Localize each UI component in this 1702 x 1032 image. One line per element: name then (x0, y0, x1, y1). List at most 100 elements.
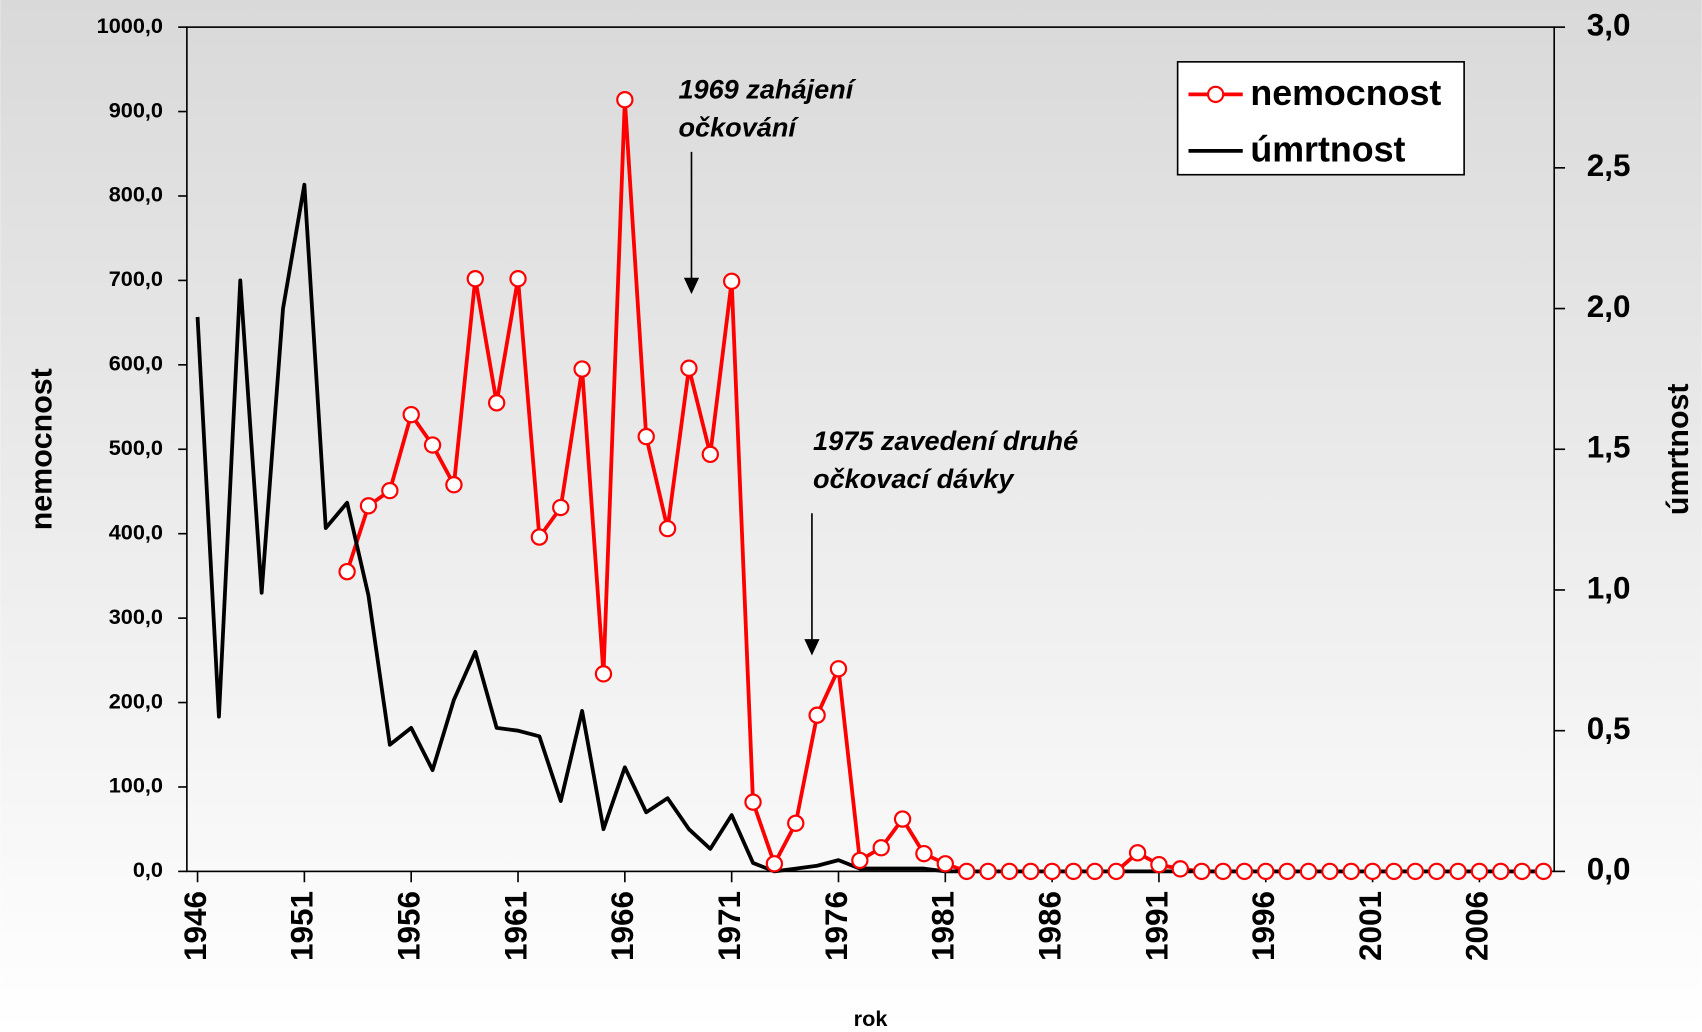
y2-tick-label: 2,5 (1587, 148, 1631, 183)
x-tick-label: 1986 (1032, 891, 1067, 961)
data-point (1150, 855, 1168, 874)
data-point (1513, 862, 1531, 881)
data-point (530, 528, 549, 546)
data-point (338, 562, 356, 581)
y2-tick-label: 0,5 (1587, 711, 1631, 746)
data-point (1321, 862, 1339, 881)
annotation: 1969 zahájení (678, 73, 856, 104)
legend-label: nemocnost (1250, 73, 1441, 113)
data-point (1128, 844, 1147, 862)
data-point (573, 360, 591, 378)
data-point (487, 394, 506, 412)
data-point (1299, 862, 1318, 881)
data-point (1492, 862, 1510, 881)
data-point (552, 498, 570, 517)
y2-tick-label: 3,0 (1587, 7, 1631, 42)
data-point (1534, 862, 1553, 881)
data-point (1192, 862, 1211, 881)
data-point (851, 851, 869, 870)
data-point (1235, 862, 1254, 881)
data-point (1278, 862, 1296, 881)
data-point (637, 427, 655, 446)
data-point (701, 445, 719, 464)
data-point (893, 810, 912, 828)
y2-tick-label: 2,0 (1587, 289, 1631, 324)
y-tick-label: 1000,0 (97, 13, 163, 38)
annotation: očkování (678, 111, 799, 142)
y-tick-label: 300,0 (109, 604, 163, 629)
x-tick-label: 1996 (1246, 891, 1281, 961)
y-tick-label: 700,0 (109, 266, 163, 291)
y-axis-label: nemocnost (25, 368, 59, 530)
data-point (381, 481, 399, 500)
data-point (466, 270, 484, 288)
y-tick-label: 900,0 (109, 97, 163, 122)
data-point (808, 706, 826, 724)
y2-axis-label: úmrtnost (1661, 383, 1695, 515)
x-tick-label: 1956 (392, 891, 427, 961)
x-tick-label: 2006 (1460, 891, 1495, 961)
y-tick-label: 100,0 (109, 773, 163, 798)
x-tick-label: 2001 (1353, 891, 1388, 961)
legend (1176, 61, 1465, 176)
y-tick-label: 800,0 (109, 182, 163, 207)
x-tick-label: 1976 (819, 891, 854, 961)
series-line (195, 182, 1544, 874)
x-tick-label: 1991 (1139, 891, 1174, 961)
data-point (872, 839, 890, 857)
data-point (594, 665, 613, 683)
data-point (1385, 862, 1403, 881)
data-point (829, 660, 848, 678)
data-point (1257, 862, 1275, 881)
data-point (423, 436, 442, 454)
y-tick-label: 500,0 (109, 435, 163, 460)
x-tick-label: 1966 (605, 891, 640, 961)
arrow-head (683, 277, 700, 295)
annotation: očkovací dávky (813, 463, 1015, 494)
x-tick-label: 1971 (712, 891, 747, 961)
data-point (1000, 862, 1019, 881)
x-tick-label: 1946 (178, 891, 213, 961)
data-point (616, 91, 634, 109)
data-point (1470, 862, 1489, 881)
y2-tick-label: 0,0 (1587, 852, 1631, 887)
data-point (680, 359, 698, 377)
data-point (1043, 862, 1061, 881)
data-point (1363, 862, 1382, 881)
data-point (1449, 862, 1467, 881)
data-point (1428, 862, 1446, 881)
annotation: 1975 zavedení druhé (813, 425, 1078, 456)
legend-marker (1206, 85, 1225, 104)
data-point (1342, 862, 1360, 881)
data-point (765, 855, 784, 873)
x-tick-label: 1981 (926, 891, 961, 961)
data-point (1086, 862, 1104, 881)
arrow-head (804, 639, 820, 656)
y-tick-label: 200,0 (109, 688, 163, 713)
x-axis-label: rok (854, 1006, 889, 1031)
data-point (787, 814, 805, 832)
data-point (1064, 862, 1083, 881)
x-tick-label: 1961 (498, 891, 533, 961)
data-point (957, 862, 976, 881)
data-point (509, 270, 527, 288)
data-point (936, 855, 954, 873)
y-tick-label: 0,0 (133, 857, 163, 882)
y2-tick-label: 1,5 (1587, 430, 1631, 465)
data-point (1171, 860, 1189, 878)
data-point (1406, 862, 1425, 881)
data-point (979, 862, 997, 881)
data-point (445, 476, 463, 494)
data-point (1107, 862, 1125, 881)
data-point (744, 793, 762, 811)
data-point (402, 405, 420, 424)
data-point (359, 497, 378, 515)
legend-label: úmrtnost (1250, 129, 1405, 169)
data-point (658, 519, 677, 538)
data-point (915, 844, 933, 863)
data-point (722, 272, 741, 290)
x-tick-label: 1951 (285, 891, 320, 961)
data-point (1214, 862, 1232, 881)
